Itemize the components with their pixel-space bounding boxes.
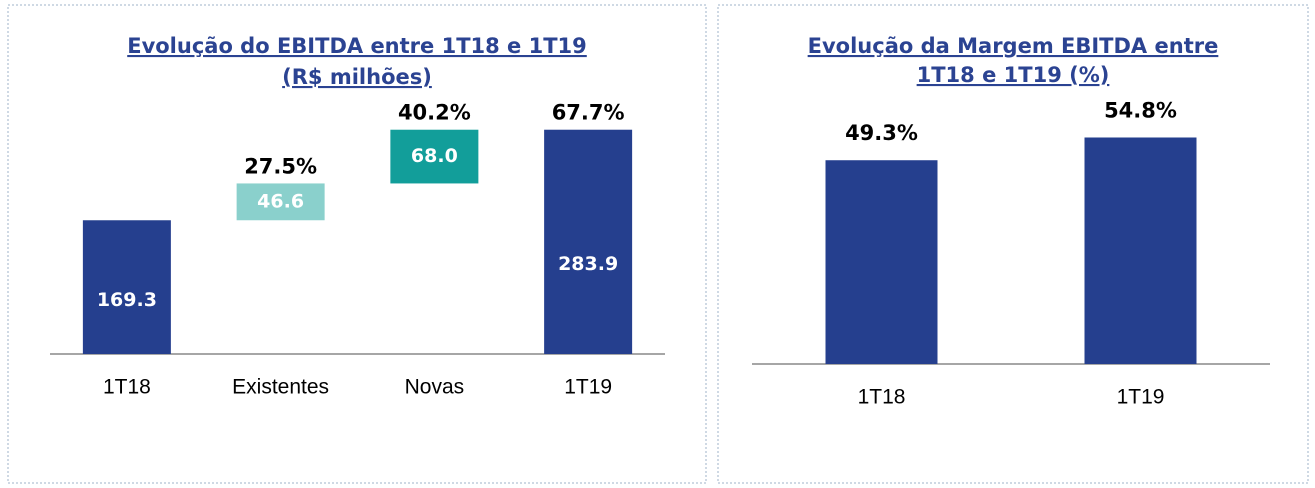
x-tick-label: 1T19 <box>1117 386 1165 409</box>
bar <box>1084 137 1197 364</box>
x-tick-label: Novas <box>405 376 465 399</box>
chart-title: Evolução do EBITDA entre 1T18 e 1T19 <box>127 34 587 58</box>
x-tick-label: Existentes <box>232 376 329 399</box>
x-tick-label: 1T18 <box>858 386 906 409</box>
chart-title: 1T18 e 1T19 (%) <box>917 63 1110 87</box>
bar <box>825 160 938 364</box>
bar <box>82 220 171 354</box>
chart-title: Evolução da Margem EBITDA entre <box>808 34 1219 58</box>
value-label: 169.3 <box>97 289 157 311</box>
value-label: 283.9 <box>558 253 618 275</box>
annotation: 40.2% <box>398 101 471 125</box>
bar <box>544 129 633 354</box>
x-tick-label: 1T18 <box>103 376 151 399</box>
bar <box>236 183 325 221</box>
panel <box>717 4 1309 484</box>
annotation: 67.7% <box>552 101 625 125</box>
value-label: 68.0 <box>411 145 458 167</box>
value-label: 49.3% <box>845 121 918 145</box>
x-tick-label: 1T19 <box>564 376 612 399</box>
bar <box>390 129 479 184</box>
chart-title: (R$ milhões) <box>282 65 432 89</box>
value-label: 54.8% <box>1104 98 1177 122</box>
annotation: 27.5% <box>244 154 317 178</box>
value-label: 46.6 <box>257 190 304 212</box>
panel <box>7 4 707 484</box>
